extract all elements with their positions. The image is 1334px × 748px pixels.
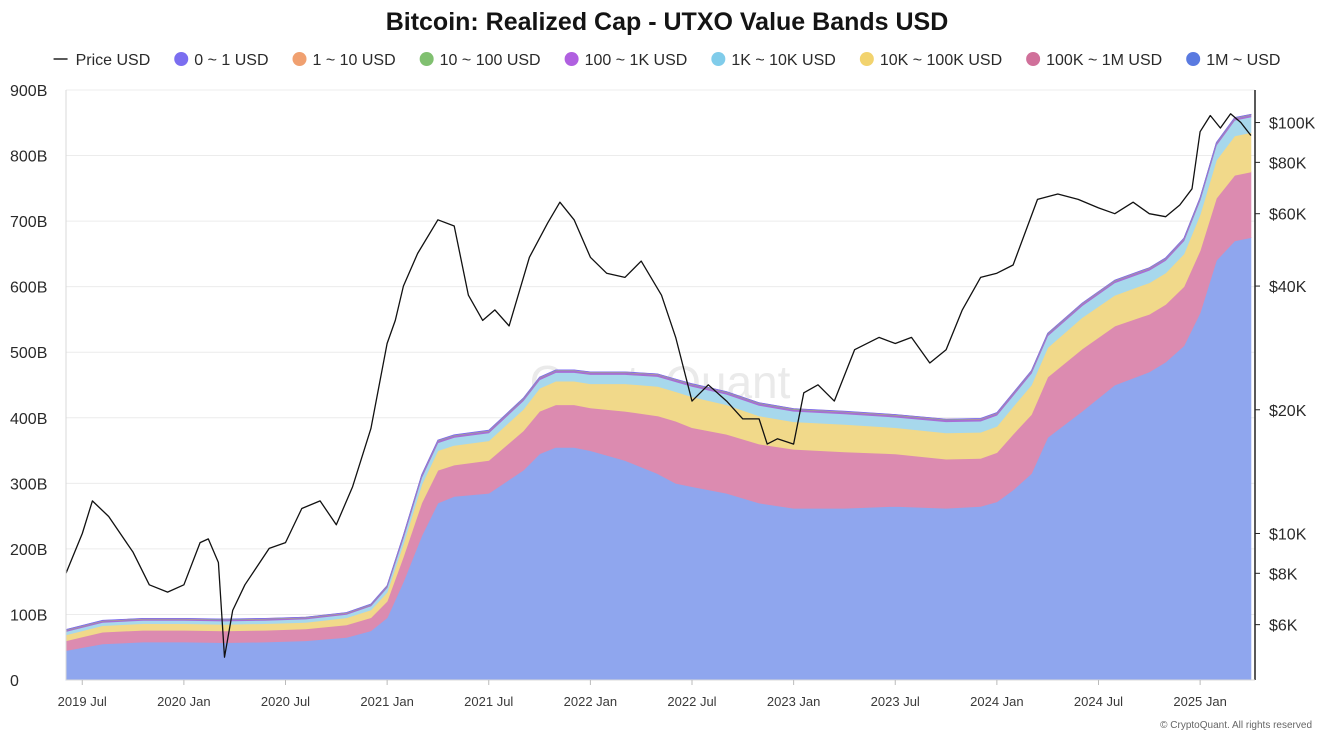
- legend-item[interactable]: 0 ~ 1 USD: [174, 52, 269, 69]
- x-tick-label: 2025 Jan: [1173, 694, 1227, 709]
- y-right-tick-label: $6K: [1269, 618, 1298, 635]
- legend-label: 0 ~ 1 USD: [194, 52, 268, 69]
- x-tick-label: 2022 Jul: [667, 694, 716, 709]
- copyright-credit: © CryptoQuant. All rights reserved: [1160, 720, 1312, 731]
- x-tick-label: 2021 Jan: [360, 694, 414, 709]
- legend-item[interactable]: 1K ~ 10K USD: [711, 52, 836, 69]
- y-left-tick-label: 500B: [10, 345, 47, 362]
- legend-swatch-dot: [711, 52, 726, 66]
- y-right-tick-label: $100K: [1269, 116, 1316, 133]
- x-tick-label: 2023 Jul: [871, 694, 920, 709]
- legend-swatch-dot: [419, 52, 434, 66]
- legend-swatch-dot: [174, 52, 189, 66]
- legend-label: 1 ~ 10 USD: [313, 52, 396, 69]
- legend-swatch-dot: [564, 52, 579, 66]
- legend-label: 1M ~ USD: [1206, 52, 1280, 69]
- x-tick-label: 2022 Jan: [564, 694, 618, 709]
- y-right-tick-label: $80K: [1269, 155, 1307, 172]
- y-right-tick-label: $60K: [1269, 207, 1307, 224]
- y-right-tick-label: $8K: [1269, 566, 1298, 583]
- y-left-tick-label: 800B: [10, 149, 47, 166]
- legend-swatch-dot: [859, 52, 874, 66]
- x-axis: 2019 Jul 2020 Jan 2020 Jul 2021 Jan 2021 Jul…: [58, 680, 1227, 709]
- axes: [65, 90, 1256, 681]
- legend-label: 100 ~ 1K USD: [585, 52, 688, 69]
- x-tick-label: 2024 Jul: [1074, 694, 1123, 709]
- y-left-tick-label: 100B: [10, 607, 47, 624]
- legend-swatch-dot: [1026, 52, 1041, 66]
- y-axis-right: $6K $8K $10K $20K $40K $60K $80K $100K: [1255, 116, 1316, 635]
- y-left-tick-label: 0: [10, 673, 19, 690]
- legend-item[interactable]: 10K ~ 100K USD: [859, 52, 1002, 69]
- legend-label: 1K ~ 10K USD: [731, 52, 836, 69]
- price-line: [65, 113, 1252, 658]
- legend-label: Price USD: [76, 52, 151, 69]
- legend-item[interactable]: 100 ~ 1K USD: [564, 52, 688, 69]
- x-tick-label: 2020 Jan: [157, 694, 211, 709]
- y-right-tick-label: $40K: [1269, 279, 1307, 296]
- chart-title: Bitcoin: Realized Cap - UTXO Value Bands…: [386, 8, 949, 36]
- y-right-tick-label: $20K: [1269, 403, 1307, 420]
- x-tick-label: 2023 Jan: [767, 694, 821, 709]
- y-left-tick-label: 600B: [10, 280, 47, 297]
- legend-swatch-dot: [292, 52, 307, 66]
- y-left-tick-label: 700B: [10, 214, 47, 231]
- y-left-tick-label: 200B: [10, 542, 47, 559]
- x-tick-label: 2019 Jul: [58, 694, 107, 709]
- y-axis-left: 0 100B 200B 300B 400B 500B 600B 700B 800B 900B: [10, 83, 47, 690]
- x-tick-label: 2021 Jul: [464, 694, 513, 709]
- price-layer: [65, 113, 1252, 658]
- legend-swatch-dot: [1186, 52, 1201, 66]
- x-tick-label: 2020 Jul: [261, 694, 310, 709]
- stacked-areas: [65, 113, 1252, 681]
- y-left-tick-label: 400B: [10, 411, 47, 428]
- legend-item[interactable]: 100K ~ 1M USD: [1026, 52, 1162, 69]
- legend-label: 10 ~ 100 USD: [440, 52, 541, 69]
- legend-item[interactable]: 1 ~ 10 USD: [292, 52, 396, 69]
- legend-item[interactable]: Price USD: [53, 52, 151, 69]
- y-right-tick-label: $10K: [1269, 526, 1307, 543]
- x-tick-label: 2024 Jan: [970, 694, 1024, 709]
- legend-label: 10K ~ 100K USD: [880, 52, 1002, 69]
- area-band-7: [65, 113, 1252, 631]
- y-left-tick-label: 300B: [10, 476, 47, 493]
- y-left-tick-label: 900B: [10, 83, 47, 100]
- chart-legend: Price USD 0 ~ 1 USD 1 ~ 10 USD 10 ~ 100 USD…: [53, 52, 1280, 69]
- legend-item[interactable]: 10 ~ 100 USD: [419, 52, 541, 69]
- legend-label: 100K ~ 1M USD: [1046, 52, 1162, 69]
- legend-item[interactable]: 1M ~ USD: [1186, 52, 1280, 69]
